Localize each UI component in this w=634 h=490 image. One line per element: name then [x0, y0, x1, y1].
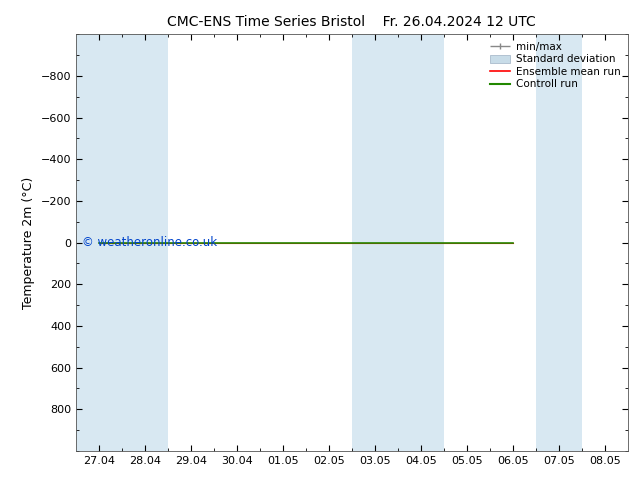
Bar [398, 34, 444, 451]
Bar [536, 34, 581, 451]
Text: © weatheronline.co.uk: © weatheronline.co.uk [82, 236, 217, 249]
Bar [122, 34, 168, 451]
Y-axis label: Temperature 2m (°C): Temperature 2m (°C) [22, 176, 35, 309]
Title: CMC-ENS Time Series Bristol    Fr. 26.04.2024 12 UTC: CMC-ENS Time Series Bristol Fr. 26.04.20… [167, 15, 536, 29]
Bar [76, 34, 122, 451]
Bar [352, 34, 398, 451]
Legend: min/max, Standard deviation, Ensemble mean run, Controll run: min/max, Standard deviation, Ensemble me… [488, 40, 623, 92]
